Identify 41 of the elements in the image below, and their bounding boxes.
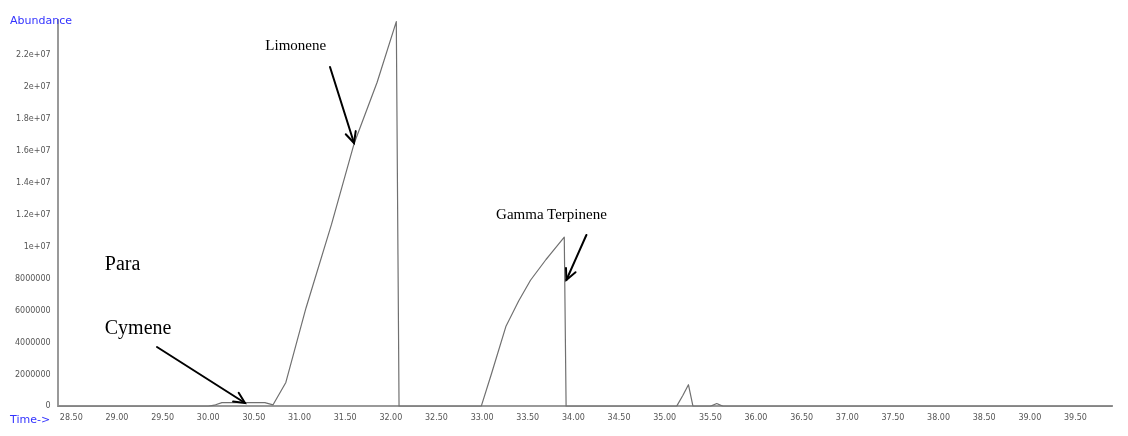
y-tick-label: 2.2e+07: [16, 50, 51, 60]
y-tick-label: 6000000: [14, 305, 51, 315]
y-tick-label: 4000000: [14, 337, 51, 347]
x-tick-label: 39.50: [1064, 413, 1087, 423]
x-tick-label: 34.50: [607, 413, 631, 423]
x-tick-label: 31.50: [333, 413, 357, 423]
y-tick-label: 1.8e+07: [16, 114, 51, 124]
annotation: Para: [104, 250, 142, 275]
x-tick-label: 32.50: [425, 413, 448, 423]
y-tick-label: 8000000: [14, 273, 51, 283]
x-tick-label: 38.00: [927, 413, 951, 423]
y-tick-label: 2e+07: [23, 82, 51, 92]
x-tick-label: 34.00: [561, 413, 585, 423]
annotation: Cymene: [104, 314, 173, 339]
x-tick-label: 29.00: [105, 413, 129, 423]
x-tick-label: 38.50: [972, 413, 996, 423]
x-axis-title: Time->: [9, 413, 51, 427]
x-tick-label: 36.00: [744, 413, 768, 423]
x-tick-label: 33.50: [516, 413, 540, 423]
x-tick-label: 39.00: [1018, 413, 1042, 423]
x-tick-label: 28.50: [59, 413, 83, 423]
annotation: Limonene: [265, 35, 328, 54]
y-tick-label: 1.4e+07: [16, 177, 51, 187]
y-tick-label: 1e+07: [23, 241, 51, 251]
y-tick-label: 0: [45, 401, 51, 411]
x-tick-label: 36.50: [790, 413, 814, 423]
x-tick-label: 33.00: [470, 413, 494, 423]
x-tick-label: 35.50: [698, 413, 722, 423]
x-tick-label: 32.00: [379, 413, 403, 423]
y-tick-label: 1.6e+07: [16, 146, 51, 156]
x-tick-label: 30.00: [196, 413, 220, 423]
x-tick-label: 29.50: [151, 413, 175, 423]
y-tick-label: 1.2e+07: [16, 209, 51, 219]
x-tick-label: 31.00: [288, 413, 311, 423]
x-tick-label: 35.00: [653, 413, 677, 423]
y-tick-label: 2000000: [14, 369, 51, 379]
x-tick-label: 37.50: [881, 413, 905, 423]
x-tick-label: 30.50: [242, 413, 266, 423]
y-axis-title: Abundance: [10, 14, 73, 28]
x-tick-label: 37.00: [835, 413, 859, 423]
annotation: Gamma Terpinene: [496, 205, 608, 224]
